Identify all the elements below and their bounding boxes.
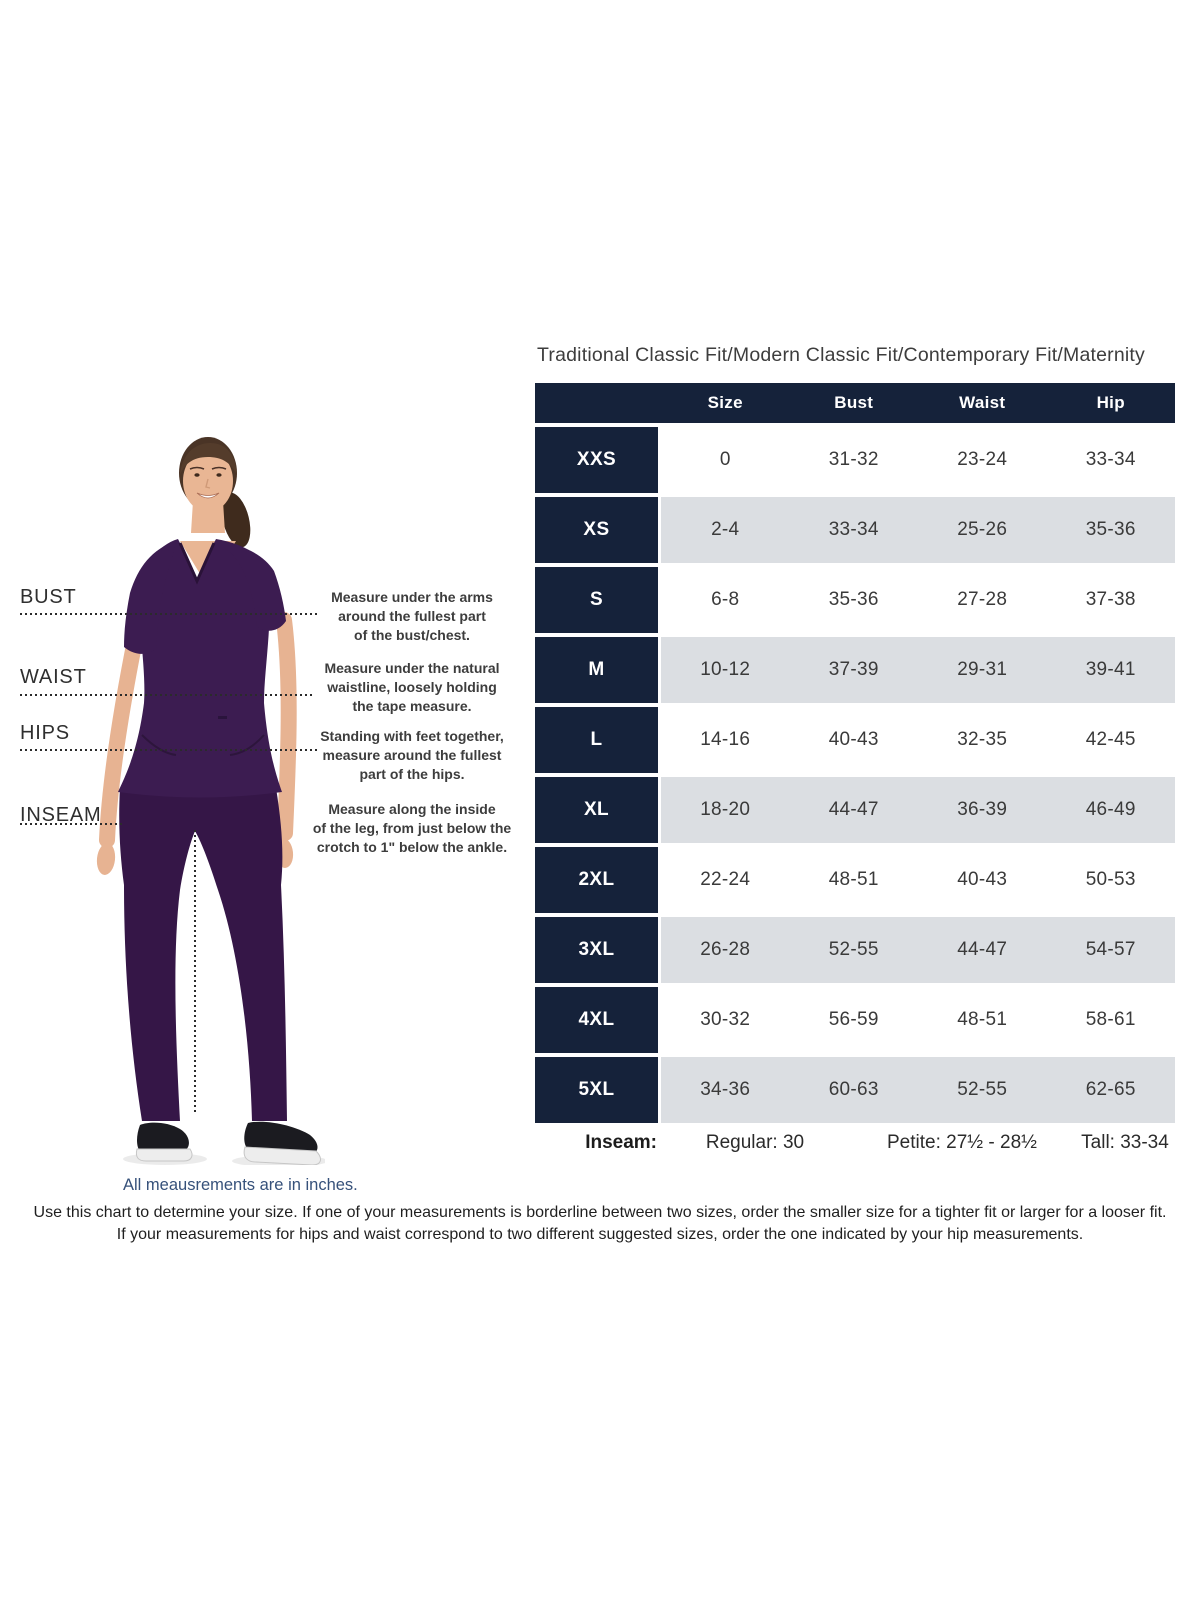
column-header-bust: Bust	[834, 393, 874, 412]
cell-hip: 39-41	[1085, 659, 1136, 680]
hips-label: HIPS	[20, 722, 70, 744]
cell-waist: 48-51	[957, 1009, 1008, 1030]
size-row-label: 3XL	[535, 917, 658, 983]
scrubs-model-svg	[96, 437, 328, 1167]
waist-instruction: Measure under the natural waistline, loo…	[324, 660, 500, 714]
waist-label: WAIST	[20, 666, 87, 688]
table-row: 3XL 26-28 52-55 44-47 54-57	[535, 917, 1175, 983]
size-row-label: 2XL	[535, 847, 658, 913]
inseam-dotted-line	[20, 823, 122, 825]
cell-bust: 60-63	[828, 1079, 879, 1100]
footer-instructions-line2: If your measurements for hips and waist …	[116, 1226, 1084, 1243]
cell-size: 10-12	[700, 659, 751, 680]
size-row-label: M	[535, 637, 658, 703]
cell-size: 2-4	[711, 519, 740, 540]
inseam-tall: Tall: 33-34	[1081, 1132, 1169, 1153]
table-row: 4XL 30-32 56-59 48-51 58-61	[535, 987, 1175, 1053]
cell-waist: 23-24	[957, 449, 1008, 470]
model-sneakers	[135, 1121, 321, 1166]
model-scrub-pants	[119, 788, 287, 1121]
cell-hip: 33-34	[1085, 449, 1136, 470]
cell-hip: 54-57	[1085, 939, 1136, 960]
cell-bust: 44-47	[828, 799, 879, 820]
table-row: M 10-12 37-39 29-31 39-41	[535, 637, 1175, 703]
size-row-label: 5XL	[535, 1057, 658, 1123]
cell-waist: 32-35	[957, 729, 1008, 750]
cell-waist: 52-55	[957, 1079, 1008, 1100]
cell-bust: 48-51	[828, 869, 879, 890]
bust-dotted-line	[20, 613, 318, 615]
cell-waist: 27-28	[957, 589, 1008, 610]
bust-instruction: Measure under the arms around the fulles…	[331, 589, 493, 643]
table-row: L 14-16 40-43 32-35 42-45	[535, 707, 1175, 773]
cell-bust: 40-43	[828, 729, 879, 750]
cell-size: 18-20	[700, 799, 751, 820]
inseam-row: Inseam: Regular: 30 Petite: 27½ - 28½ Ta…	[535, 1129, 1175, 1157]
cell-waist: 25-26	[957, 519, 1008, 540]
table-row: S 6-8 35-36 27-28 37-38	[535, 567, 1175, 633]
column-header-waist: Waist	[959, 393, 1006, 412]
cell-size: 0	[719, 449, 731, 470]
inseam-instruction: Measure along the inside of the leg, fro…	[312, 801, 512, 855]
cell-size: 14-16	[700, 729, 751, 750]
waist-dotted-line	[20, 694, 312, 696]
cell-hip: 46-49	[1085, 799, 1136, 820]
model-ponytail	[221, 492, 251, 548]
size-row-label: L	[535, 707, 658, 773]
scrubs-model-illustration	[80, 435, 328, 1167]
cell-hip: 58-61	[1085, 1009, 1136, 1030]
size-row-label: XL	[535, 777, 658, 843]
inseam-row-label: Inseam:	[585, 1132, 657, 1153]
inseam-vertical-dotted-line	[194, 830, 196, 1112]
table-row: 5XL 34-36 60-63 52-55 62-65	[535, 1057, 1175, 1123]
hips-instruction: Standing with feet together, measure aro…	[320, 728, 504, 782]
cell-size: 6-8	[711, 589, 740, 610]
size-row-label: S	[535, 567, 658, 633]
inseam-petite: Petite: 27½ - 28½	[887, 1132, 1037, 1153]
bust-label: BUST	[20, 586, 77, 608]
cell-hip: 62-65	[1085, 1079, 1136, 1100]
cell-waist: 40-43	[957, 869, 1008, 890]
cell-hip: 37-38	[1085, 589, 1136, 610]
cell-waist: 29-31	[957, 659, 1008, 680]
model-head	[179, 437, 237, 512]
footer-instructions-line1: Use this chart to determine your size. I…	[33, 1204, 1167, 1221]
cell-bust: 33-34	[828, 519, 879, 540]
cell-waist: 44-47	[957, 939, 1008, 960]
table-row: XS 2-4 33-34 25-26 35-36	[535, 497, 1175, 563]
model-sleeves	[124, 541, 286, 654]
size-row-label: 4XL	[535, 987, 658, 1053]
size-row-label: XXS	[535, 427, 658, 493]
cell-size: 34-36	[700, 1079, 751, 1100]
table-row: XL 18-20 44-47 36-39 46-49	[535, 777, 1175, 843]
table-header-row: Size Bust Waist Hip	[535, 383, 1175, 423]
size-chart-table: Size Bust Waist Hip XXS 0 31-32 23-24 33…	[535, 383, 1175, 1127]
cell-bust: 52-55	[828, 939, 879, 960]
table-row: 2XL 22-24 48-51 40-43 50-53	[535, 847, 1175, 913]
table-row: XXS 0 31-32 23-24 33-34	[535, 427, 1175, 493]
cell-bust: 56-59	[828, 1009, 879, 1030]
cell-size: 26-28	[700, 939, 751, 960]
cell-size: 22-24	[700, 869, 751, 890]
column-header-size: Size	[707, 393, 743, 412]
cell-bust: 35-36	[828, 589, 879, 610]
inseam-label: INSEAM	[20, 804, 102, 826]
inseam-regular: Regular: 30	[705, 1132, 805, 1153]
cell-hip: 35-36	[1085, 519, 1136, 540]
cell-bust: 37-39	[828, 659, 879, 680]
cell-hip: 50-53	[1085, 869, 1136, 890]
cell-size: 30-32	[700, 1009, 751, 1030]
units-caption: All meausrements are in inches.	[123, 1176, 358, 1194]
hips-dotted-line	[20, 749, 318, 751]
column-header-hip: Hip	[1096, 393, 1125, 412]
cell-hip: 42-45	[1085, 729, 1136, 750]
model-arms	[96, 612, 297, 875]
cell-waist: 36-39	[957, 799, 1008, 820]
page-title: Traditional Classic Fit/Modern Classic F…	[537, 344, 1145, 366]
cell-bust: 31-32	[828, 449, 879, 470]
table-header-spacer	[535, 383, 661, 423]
size-row-label: XS	[535, 497, 658, 563]
